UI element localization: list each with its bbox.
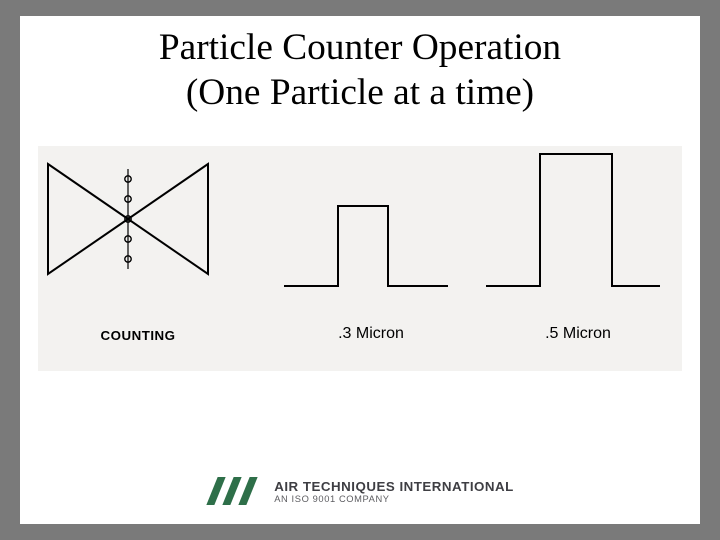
brand-mark-icon bbox=[206, 477, 262, 505]
pulse-small-diagram bbox=[276, 146, 466, 316]
panel-pulse-large: .5 Micron bbox=[478, 146, 678, 371]
panel-pulse-small: .3 Micron bbox=[276, 146, 466, 371]
caption-counting: COUNTING bbox=[38, 328, 238, 343]
title-line-1: Particle Counter Operation bbox=[20, 26, 700, 71]
brand-line-1: AIR TECHNIQUES INTERNATIONAL bbox=[274, 479, 514, 494]
counting-diagram bbox=[38, 146, 238, 316]
panel-counting: COUNTING bbox=[38, 146, 238, 371]
figure-band: COUNTING .3 Micron .5 Micron bbox=[38, 146, 682, 371]
title-line-2: (One Particle at a time) bbox=[20, 71, 700, 116]
brand-line-2: AN ISO 9001 COMPANY bbox=[274, 494, 514, 504]
page-title: Particle Counter Operation (One Particle… bbox=[20, 16, 700, 116]
brand-logo: AIR TECHNIQUES INTERNATIONAL AN ISO 9001… bbox=[206, 477, 514, 505]
footer: AIR TECHNIQUES INTERNATIONAL AN ISO 9001… bbox=[20, 477, 700, 510]
pulse-large-diagram bbox=[478, 146, 678, 316]
brand-text: AIR TECHNIQUES INTERNATIONAL AN ISO 9001… bbox=[274, 479, 514, 504]
caption-pulse-large: .5 Micron bbox=[478, 325, 678, 343]
slide: Particle Counter Operation (One Particle… bbox=[20, 16, 700, 524]
caption-pulse-small: .3 Micron bbox=[276, 325, 466, 343]
